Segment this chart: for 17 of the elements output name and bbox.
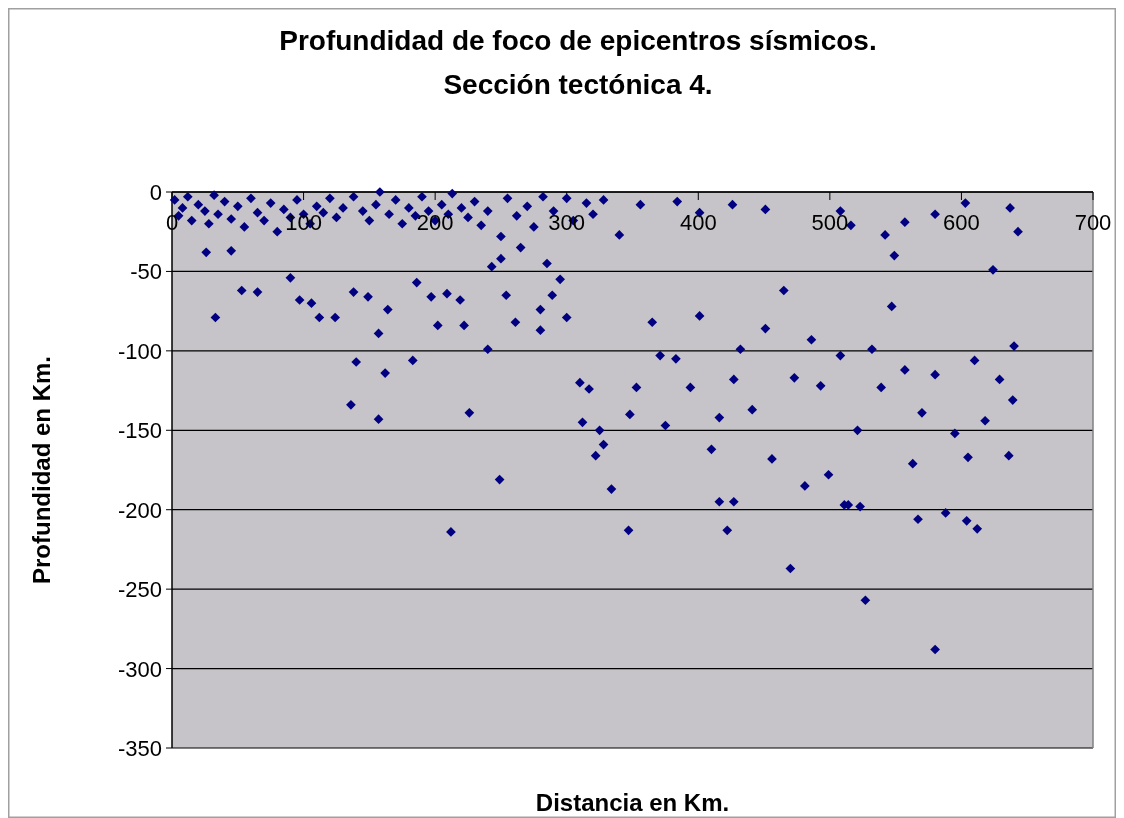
x-tick-label: 600 — [943, 210, 980, 235]
chart-title: Profundidad de foco de epicentros sísmicos. Sección tectónica 4. — [279, 25, 877, 100]
y-tick-label: -200 — [117, 497, 162, 523]
y-tick-label: -150 — [117, 418, 162, 444]
x-tick-label: 400 — [679, 210, 717, 235]
y-tick-label: -250 — [117, 577, 162, 603]
x-tick-label: 500 — [811, 210, 849, 235]
y-tick-label: -100 — [117, 338, 162, 364]
x-axis-title: Distancia en Km. — [535, 789, 730, 816]
x-tick-label: 200 — [416, 210, 454, 235]
x-tick-label: 700 — [1074, 210, 1112, 235]
x-tick-label: 300 — [548, 210, 586, 235]
y-tick-label: -300 — [117, 656, 162, 682]
y-tick-label: -350 — [117, 736, 162, 761]
y-tick-label: 0 — [149, 180, 162, 205]
y-axis-title: Profundidad en Km. — [28, 356, 55, 584]
y-tick-label: -50 — [130, 259, 162, 285]
